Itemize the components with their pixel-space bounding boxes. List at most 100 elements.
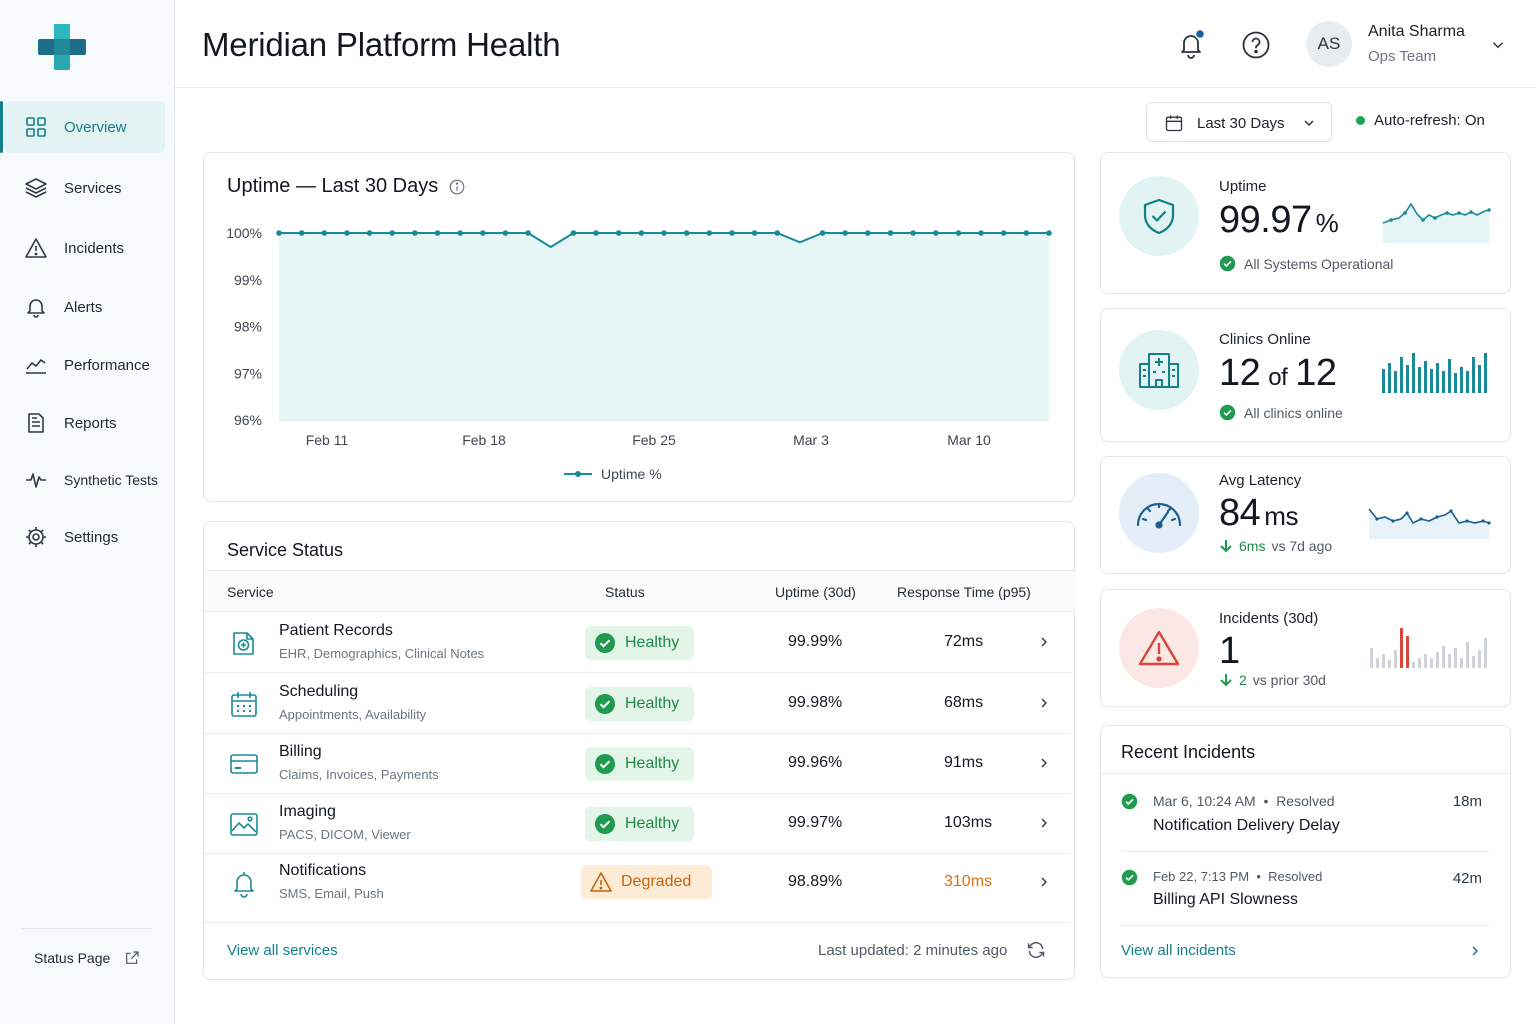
status-label: Degraded: [621, 873, 692, 890]
incident-meta: Feb 22, 7:13 PM • Resolved: [1153, 869, 1323, 884]
table-row[interactable]: Notifications SMS, Email, Push Degraded …: [204, 853, 1071, 923]
kpi-icon-circle: [1119, 330, 1199, 410]
service-status-title: Service Status: [227, 540, 344, 560]
y-tick-label: 98%: [234, 319, 262, 335]
chevron-down-icon: [1304, 120, 1314, 127]
status-badge: Degraded: [581, 865, 712, 899]
sidebar-item-label: Reports: [64, 414, 117, 432]
kpi-unit: ms: [1264, 501, 1298, 531]
kpi-number: 99.97: [1219, 199, 1312, 241]
medical-cross-logo[interactable]: [38, 24, 86, 70]
data-point: [638, 230, 645, 236]
sidebar-item-synthetic-tests[interactable]: Synthetic Tests: [4, 454, 165, 506]
data-point: [1000, 230, 1007, 236]
data-point: [1023, 230, 1030, 236]
sidebar-item-settings[interactable]: Settings: [4, 511, 165, 563]
avatar[interactable]: AS: [1306, 21, 1352, 67]
incidents-bar-sparkline: [1370, 628, 1487, 668]
check-circle-icon: [595, 694, 615, 714]
sidebar-item-alerts[interactable]: Alerts: [4, 281, 165, 333]
column-header-response: Response Time (p95): [897, 584, 1031, 600]
status-badge: Healthy: [585, 687, 694, 721]
x-tick-label: Mar 10: [947, 432, 991, 448]
chevron-right-icon: [1041, 877, 1047, 887]
table-row[interactable]: Imaging PACS, DICOM, Viewer Healthy 99.9…: [204, 794, 1071, 854]
external-link-icon: [126, 951, 139, 964]
warning-icon: [590, 872, 612, 892]
data-point: [819, 230, 826, 236]
kpi-delta: 6ms vs 7d ago: [1219, 538, 1332, 554]
auto-refresh-label: Auto-refresh: On: [1374, 112, 1485, 129]
kpi-card-clinics[interactable]: Clinics Online 12 of 12 All clinics online: [1100, 308, 1511, 442]
refresh-icon[interactable]: [1026, 940, 1046, 960]
chevron-right-icon[interactable]: [1467, 943, 1483, 959]
service-subtitle: PACS, DICOM, Viewer: [279, 827, 411, 842]
uptime-value: 99.99%: [788, 633, 843, 650]
data-point: [502, 230, 509, 236]
view-all-services-link[interactable]: View all services: [227, 942, 338, 959]
service-subtitle: Appointments, Availability: [279, 707, 427, 722]
kpi-card-latency[interactable]: Avg Latency 84 ms 6ms vs 7d ago: [1100, 456, 1511, 574]
kpi-number: 12: [1219, 352, 1261, 394]
sidebar-item-reports[interactable]: Reports: [4, 397, 165, 449]
kpi-delta-value: 2: [1239, 672, 1247, 688]
data-point: [570, 230, 577, 236]
incident-item[interactable]: Feb 22, 7:13 PM • Resolved Billing API S…: [1101, 863, 1510, 935]
data-point: [276, 230, 282, 236]
status-page-link[interactable]: Status Page: [34, 950, 140, 966]
help-button[interactable]: [1241, 30, 1271, 60]
kpi-value: 12 of 12: [1219, 352, 1337, 395]
date-range-select[interactable]: Last 30 Days: [1146, 102, 1332, 142]
gear-icon: [26, 527, 46, 547]
x-tick-label: Feb 25: [632, 432, 676, 448]
kpi-delta-sub: vs 7d ago: [1271, 538, 1333, 554]
credit-card-icon: [230, 754, 258, 774]
data-point: [729, 230, 735, 236]
data-point: [751, 230, 758, 236]
sidebar-item-performance[interactable]: Performance: [4, 339, 165, 391]
check-circle-icon: [1219, 404, 1236, 421]
check-circle-icon: [1219, 255, 1236, 272]
kpi-icon-circle: [1119, 608, 1199, 688]
kpi-icon-circle: [1119, 176, 1199, 256]
clinics-bar-sparkline: [1382, 353, 1487, 393]
chevron-down-icon[interactable]: [1489, 36, 1507, 54]
uptime-value: 99.97%: [788, 814, 843, 831]
auto-refresh-toggle[interactable]: Auto-refresh: On: [1356, 112, 1485, 129]
service-status-card: Service Status Service Status Uptime (30…: [203, 521, 1075, 980]
chevron-right-icon: [1041, 818, 1047, 828]
kpi-card-uptime[interactable]: Uptime 99.97% All Systems Operational: [1100, 152, 1511, 294]
table-row[interactable]: Patient Records EHR, Demographics, Clini…: [204, 613, 1071, 673]
incident-duration: 18m: [1452, 793, 1482, 810]
status-badge: Healthy: [585, 747, 694, 781]
uptime-value: 99.96%: [788, 754, 843, 771]
status-badge: Healthy: [585, 807, 694, 841]
data-point: [1046, 230, 1052, 236]
kpi-number: 1: [1219, 630, 1240, 672]
incident-time: Feb 22, 7:13 PM: [1153, 869, 1250, 884]
notifications-button[interactable]: [1176, 28, 1206, 60]
status-dot: [1356, 116, 1365, 125]
incident-item[interactable]: Mar 6, 10:24 AM • Resolved Notification …: [1101, 787, 1510, 859]
data-point: [412, 230, 418, 236]
data-point: [615, 230, 622, 236]
table-row[interactable]: Scheduling Appointments, Availability He…: [204, 674, 1071, 734]
response-time-value: 310ms: [944, 873, 993, 890]
info-icon[interactable]: [448, 178, 466, 196]
view-all-incidents-link[interactable]: View all incidents: [1121, 942, 1236, 959]
sidebar-item-overview[interactable]: Overview: [0, 101, 165, 153]
incident-meta: Mar 6, 10:24 AM • Resolved: [1153, 793, 1335, 809]
data-point: [978, 230, 984, 236]
kpi-value: 99.97%: [1219, 199, 1339, 242]
response-time-value: 103ms: [944, 814, 993, 831]
table-row[interactable]: Billing Claims, Invoices, Payments Healt…: [204, 734, 1071, 794]
uptime-sparkline: [1382, 202, 1491, 243]
data-point: [842, 230, 848, 236]
bell-icon: [234, 872, 254, 898]
sidebar-item-incidents[interactable]: Incidents: [4, 222, 165, 274]
incident-time: Mar 6, 10:24 AM: [1153, 793, 1256, 809]
sidebar-item-services[interactable]: Services: [4, 162, 165, 214]
check-circle-icon: [1121, 793, 1138, 810]
kpi-card-incidents[interactable]: Incidents (30d) 1 2 vs prior 30d: [1100, 589, 1511, 707]
divider: [1121, 851, 1489, 852]
